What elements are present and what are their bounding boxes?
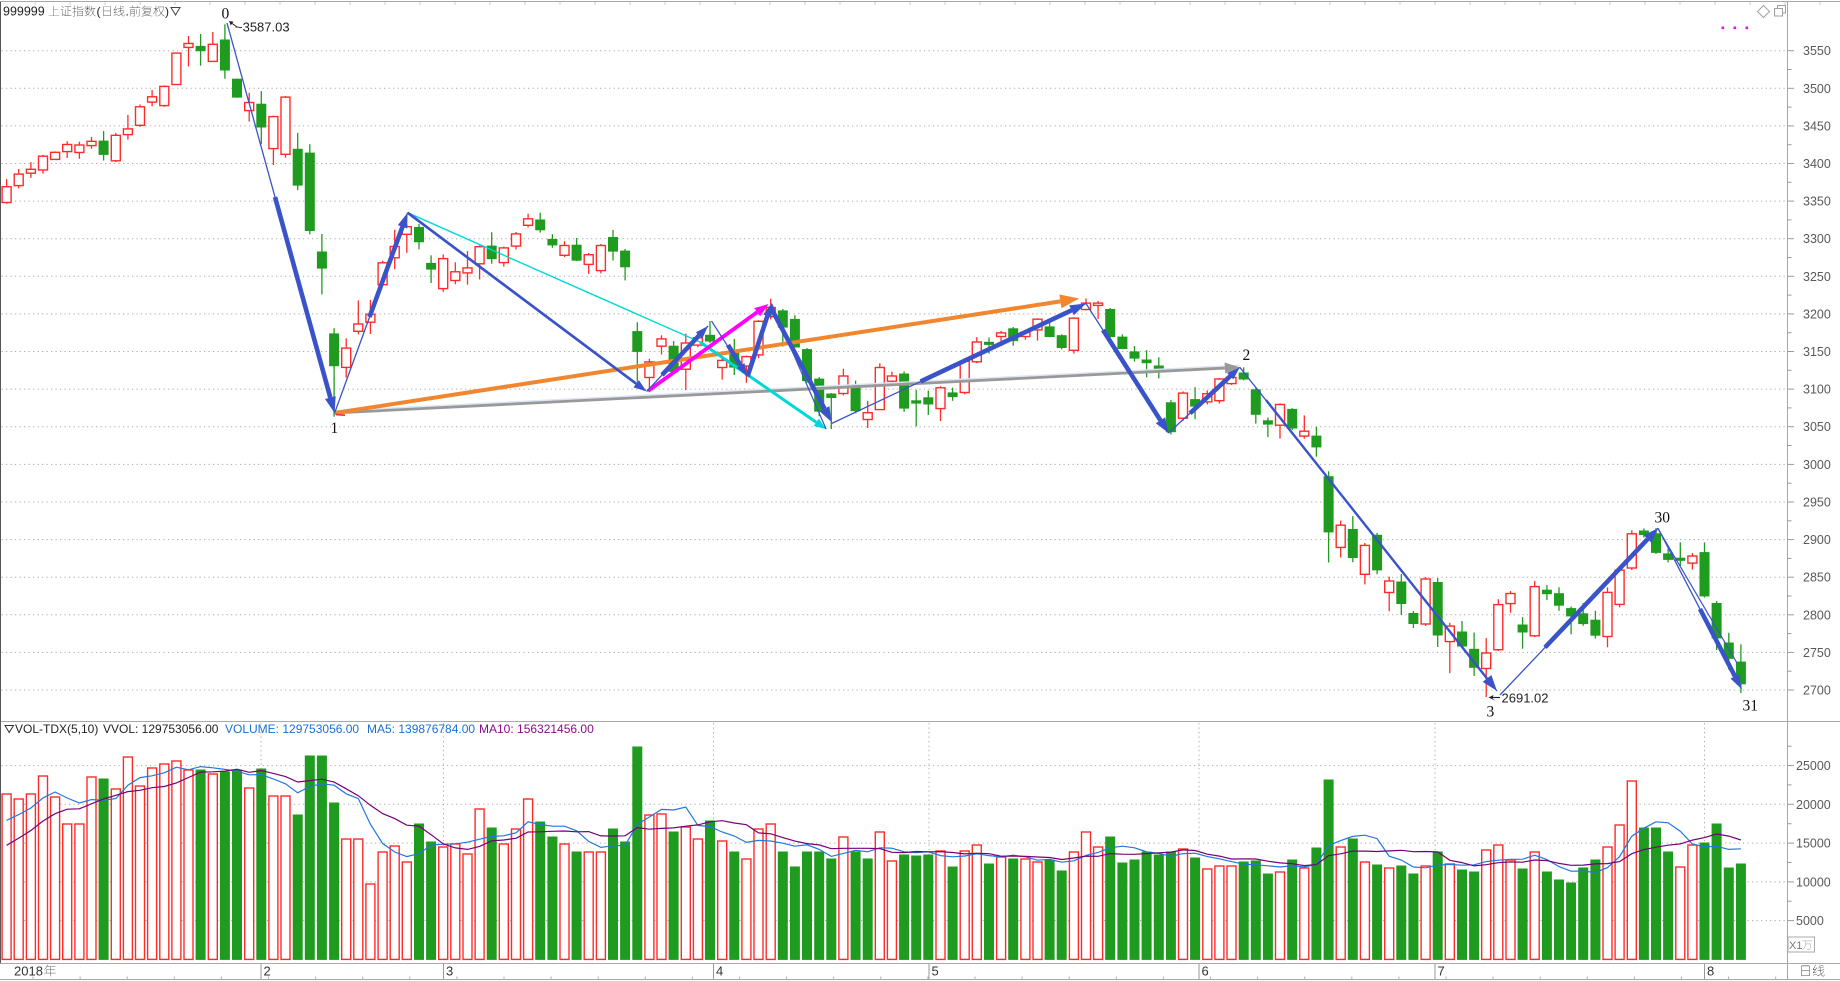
svg-text:2: 2 [264, 964, 271, 979]
svg-text:MA5: 139876784.00: MA5: 139876784.00 [367, 722, 475, 736]
svg-text:7: 7 [1438, 964, 1445, 979]
svg-text:.: . [126, 5, 129, 19]
svg-text:3400: 3400 [1803, 157, 1831, 171]
svg-text:VOL-TDX(5,10): VOL-TDX(5,10) [15, 722, 98, 736]
svg-text:): ) [165, 5, 169, 19]
svg-text:25000: 25000 [1796, 759, 1831, 773]
svg-text:3450: 3450 [1803, 119, 1831, 133]
svg-text:3250: 3250 [1803, 270, 1831, 284]
svg-text:MA10: 156321456.00: MA10: 156321456.00 [479, 722, 594, 736]
svg-text:20000: 20000 [1796, 798, 1831, 812]
svg-text:2: 2 [1243, 347, 1251, 364]
svg-text:2691.02: 2691.02 [1502, 691, 1549, 706]
svg-text:999999: 999999 [3, 5, 45, 19]
svg-text:6: 6 [1202, 964, 1209, 979]
svg-text:5: 5 [932, 964, 939, 979]
svg-text:3050: 3050 [1803, 420, 1831, 434]
svg-text:3100: 3100 [1803, 383, 1831, 397]
svg-text:2800: 2800 [1803, 608, 1831, 622]
svg-text:2950: 2950 [1803, 496, 1831, 510]
svg-text:2850: 2850 [1803, 571, 1831, 585]
svg-text:31: 31 [1743, 698, 1759, 715]
svg-text:~3587.03: ~3587.03 [235, 20, 290, 35]
svg-text:2750: 2750 [1803, 646, 1831, 660]
svg-text:X1: X1 [1789, 940, 1802, 952]
svg-text:VVOL: 129753056.00: VVOL: 129753056.00 [103, 722, 219, 736]
svg-text:3: 3 [446, 964, 453, 979]
svg-text:3500: 3500 [1803, 82, 1831, 96]
svg-text:0: 0 [222, 6, 230, 23]
svg-text:(: ( [97, 5, 101, 19]
svg-text:3550: 3550 [1803, 44, 1831, 58]
svg-text:3200: 3200 [1803, 307, 1831, 321]
svg-text:5000: 5000 [1796, 914, 1824, 928]
svg-text:1: 1 [331, 420, 339, 437]
svg-text:8: 8 [1707, 964, 1714, 979]
svg-text:3350: 3350 [1803, 195, 1831, 209]
svg-text:3300: 3300 [1803, 232, 1831, 246]
svg-text:10000: 10000 [1796, 875, 1831, 889]
svg-text:2018: 2018 [14, 964, 43, 979]
svg-text:3150: 3150 [1803, 345, 1831, 359]
svg-text:2700: 2700 [1803, 684, 1831, 698]
svg-text:30: 30 [1655, 510, 1671, 527]
svg-text:4: 4 [716, 964, 723, 979]
svg-text:VOLUME: 129753056.00: VOLUME: 129753056.00 [225, 722, 359, 736]
svg-text:15000: 15000 [1796, 837, 1831, 851]
svg-text:2900: 2900 [1803, 533, 1831, 547]
svg-text:3000: 3000 [1803, 458, 1831, 472]
svg-text:3: 3 [1487, 704, 1495, 721]
